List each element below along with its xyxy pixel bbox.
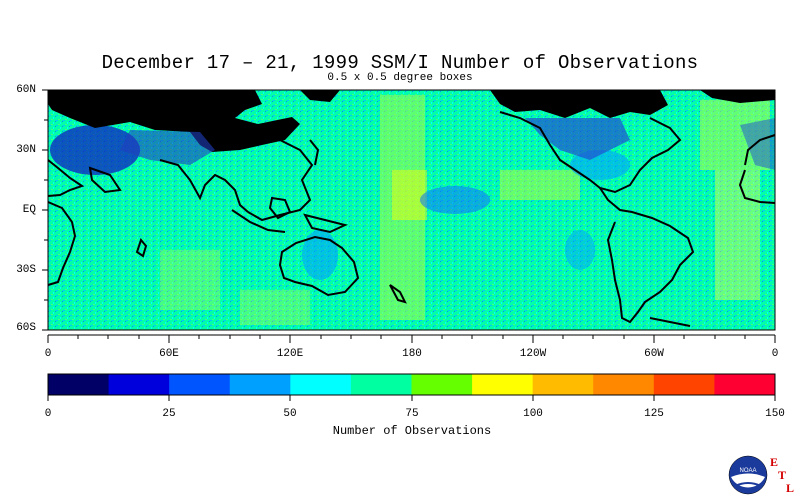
coast-east-asia (247, 139, 314, 222)
coast-south-america (599, 187, 695, 324)
colorbar-tick-label: 25 (162, 408, 176, 420)
y-ticks (42, 89, 48, 331)
land-interior-europe (740, 118, 775, 170)
coast-new-guinea (303, 213, 348, 234)
coast-west-africa (738, 169, 776, 204)
y-tick-label: 60S (16, 322, 36, 334)
colorbar-segment (714, 374, 776, 395)
band-high-5 (715, 170, 760, 300)
coast-madagascar (135, 237, 148, 258)
noaa-logo-text: NOAA (739, 468, 756, 474)
y-tick-label: 30N (16, 144, 36, 156)
x-tick-label: 120W (519, 348, 547, 360)
patch-low-3 (50, 125, 140, 175)
band-high-6 (160, 250, 220, 310)
coast-australia (278, 235, 360, 297)
coast-sumatra-java (231, 209, 286, 233)
colorbar-tick-label: 150 (765, 408, 785, 420)
colorbar-segment (229, 374, 291, 395)
coast-africa-horn (47, 159, 85, 197)
land-interior-asia (120, 130, 215, 165)
coast-new-zealand (389, 284, 407, 304)
etl-letter-l: L (786, 481, 795, 495)
colorbar-segment (593, 374, 655, 395)
band-high-2 (392, 170, 427, 220)
coast-europe (744, 134, 776, 166)
colorbar-tick-label: 125 (644, 408, 664, 420)
coast-japan (309, 139, 320, 166)
x-tick-label: 0 (771, 348, 779, 360)
no-data-region-asia-east (300, 90, 340, 102)
coastlines (47, 111, 776, 327)
colorbar-segment (532, 374, 594, 395)
band-high-3 (500, 170, 580, 200)
colorbar-segment (350, 374, 412, 395)
colorbar-segment (48, 374, 110, 395)
no-data-region-north-america (490, 90, 668, 118)
band-high-7 (240, 290, 310, 325)
colorbar-segment (108, 374, 170, 395)
x-tick-label: 60W (644, 348, 664, 360)
coast-north-america (499, 111, 682, 194)
observation-field (48, 90, 775, 330)
x-tick-label: 60E (159, 348, 179, 360)
coast-arabia (88, 166, 122, 194)
y-tick-label: 30S (16, 264, 36, 276)
etl-letter-e: E (770, 455, 779, 469)
coast-south-asia (159, 159, 249, 213)
colorbar-title: Number of Observations (332, 424, 492, 438)
colorbar-tick-label: 0 (44, 408, 52, 420)
x-axis (47, 334, 776, 343)
coast-africa-east (47, 201, 77, 286)
colorbar-segment (653, 374, 715, 395)
coast-antarctic (649, 317, 691, 327)
colorbar-ticks (47, 395, 776, 401)
y-tick-label: 60N (16, 84, 36, 96)
coast-borneo (268, 196, 292, 220)
colorbar-tick-label: 50 (283, 408, 297, 420)
colorbar-tick-label: 75 (405, 408, 419, 420)
colorbar (47, 373, 776, 396)
patch-low-2 (302, 230, 338, 280)
map-title: December 17 – 21, 1999 SSM/I Number of O… (101, 52, 699, 74)
patch-low-1 (420, 186, 490, 214)
y-tick-label: EQ (22, 204, 36, 216)
colorbar-segment (290, 374, 352, 395)
x-tick-label: 180 (402, 348, 422, 360)
noaa-logo: NOAA (728, 455, 768, 495)
etl-letter-t: T (778, 468, 787, 482)
colorbar-segment (169, 374, 231, 395)
x-tick-label: 120E (276, 348, 304, 360)
no-data-region-greenland (700, 90, 775, 103)
patch-low-5 (565, 230, 595, 270)
x-tick-label: 0 (44, 348, 52, 360)
map-subtitle: 0.5 x 0.5 degree boxes (327, 72, 473, 84)
land-interior-north-america (525, 118, 630, 160)
colorbar-tick-label: 100 (523, 408, 543, 420)
colorbar-segment (472, 374, 534, 395)
no-data-region-eurasia (48, 90, 300, 152)
band-high-1 (380, 95, 425, 320)
colorbar-segment (411, 374, 473, 395)
